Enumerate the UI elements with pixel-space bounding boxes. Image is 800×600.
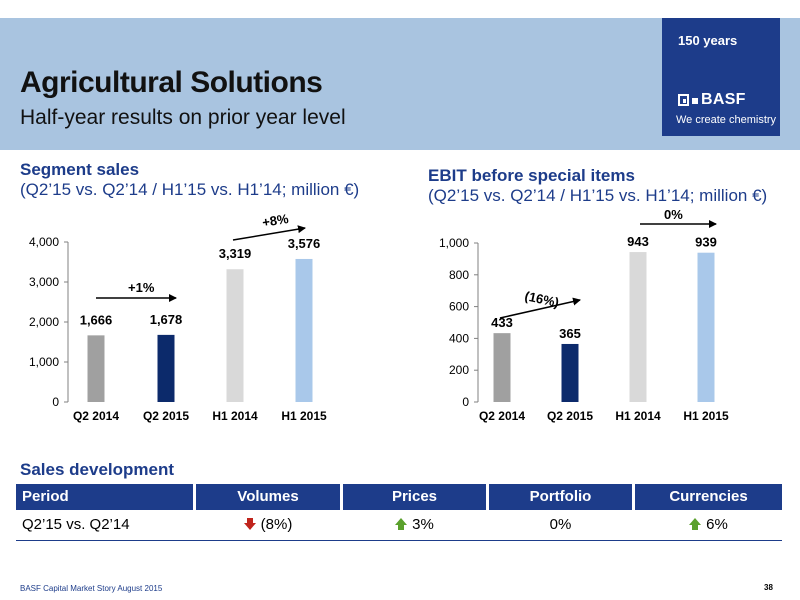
y-tick-label: 1,000 [29, 355, 59, 369]
cell-prices-value: 3% [412, 516, 434, 533]
data-label: 3,576 [288, 236, 321, 251]
sales-development-table: Period Volumes Prices Portfolio Currenci… [16, 484, 782, 541]
page-title: Agricultural Solutions [20, 66, 323, 99]
footer-source: BASF Capital Market Story August 2015 [20, 584, 163, 593]
data-label: 1,666 [80, 312, 113, 327]
y-tick-label: 800 [449, 268, 469, 282]
data-label: 939 [695, 235, 717, 250]
ebit-h1-change-label: 0% [664, 207, 683, 222]
ebit-q2-change-label: (16%) [523, 288, 560, 310]
y-tick-label: 3,000 [29, 275, 59, 289]
bar [561, 343, 579, 402]
y-tick-label: 1,000 [439, 236, 469, 250]
column-header-period: Period [16, 484, 193, 510]
table-row: Q2’15 vs. Q2’14 (8%) 3% 0% 6% [16, 510, 782, 541]
column-header-prices: Prices [343, 484, 486, 510]
y-tick-label: 400 [449, 331, 469, 345]
page-subtitle: Half-year results on prior year level [20, 106, 346, 129]
y-tick-label: 2,000 [29, 315, 59, 329]
logo-dot-icon [692, 98, 698, 104]
sales-development-title: Sales development [20, 460, 175, 479]
y-tick-label: 0 [52, 395, 59, 409]
column-header-volumes: Volumes [196, 484, 340, 510]
y-tick-label: 600 [449, 300, 469, 314]
ebit-chart: 0 200 400 600 800 1,000 433 Q2 2014 365 Q2 2015 94… [439, 234, 729, 423]
cell-volumes: (8%) [196, 510, 340, 540]
up-arrow-icon [395, 518, 408, 530]
basf-logo-mark: BASF [678, 91, 768, 110]
up-arrow-icon [689, 518, 702, 530]
ebit-title: EBIT before special items [428, 166, 635, 185]
cell-period: Q2’15 vs. Q2’14 [22, 516, 130, 533]
x-tick-label: H1 2014 [212, 409, 258, 423]
cell-currencies-value: 6% [706, 516, 728, 533]
x-tick-label: Q2 2014 [73, 409, 119, 423]
column-header-currencies: Currencies [635, 484, 782, 510]
segment-sales-chart: 0 1,000 2,000 3,000 4,000 1,666 Q2 2014 1,678 Q2… [29, 235, 327, 423]
table-header-row: Period Volumes Prices Portfolio Currenci… [16, 484, 782, 510]
down-arrow-icon [243, 518, 256, 530]
ebit-subtitle: (Q2’15 vs. Q2’14 / H1’15 vs. H1’14; mill… [428, 186, 768, 205]
data-label: 1,678 [150, 312, 183, 327]
ebit-q2-change-arrow [499, 297, 581, 319]
bar [629, 252, 647, 402]
data-label: 433 [491, 315, 513, 330]
cell-prices: 3% [343, 510, 486, 540]
cell-volumes-value: (8%) [260, 516, 293, 533]
x-tick-label: H1 2015 [683, 409, 729, 423]
x-tick-label: Q2 2014 [479, 409, 525, 423]
x-tick-label: H1 2015 [281, 409, 327, 423]
cell-currencies: 6% [635, 510, 782, 540]
q2-change-label: +1% [128, 280, 155, 295]
bar [295, 258, 313, 402]
bar [493, 333, 511, 402]
bar [697, 252, 715, 402]
logo-square-icon [678, 94, 689, 106]
bar [157, 334, 175, 402]
data-label: 3,319 [219, 246, 252, 261]
anniversary-label: 150 years [678, 33, 738, 48]
logo-wordmark: BASF [701, 91, 746, 108]
bar [226, 269, 244, 402]
y-tick-label: 200 [449, 363, 469, 377]
column-header-portfolio: Portfolio [489, 484, 632, 510]
bar [87, 335, 105, 402]
logo-tagline: We create chemistry [676, 114, 777, 126]
basf-logo: 150 years BASF We create chemistry [662, 18, 780, 136]
segment-sales-title: Segment sales [20, 160, 140, 179]
segment-sales-subtitle: (Q2’15 vs. Q2’14 / H1’15 vs. H1’14; mill… [20, 180, 360, 199]
x-tick-label: Q2 2015 [143, 409, 189, 423]
data-label: 943 [627, 234, 649, 249]
cell-portfolio: 0% [549, 516, 572, 533]
x-tick-label: H1 2014 [615, 409, 661, 423]
y-tick-label: 4,000 [29, 235, 59, 249]
h1-change-label: +8% [261, 211, 290, 230]
y-tick-label: 0 [462, 395, 469, 409]
h1-change-arrow [232, 225, 306, 241]
x-tick-label: Q2 2015 [547, 409, 593, 423]
data-label: 365 [559, 326, 581, 341]
page-number: 38 [764, 583, 773, 592]
